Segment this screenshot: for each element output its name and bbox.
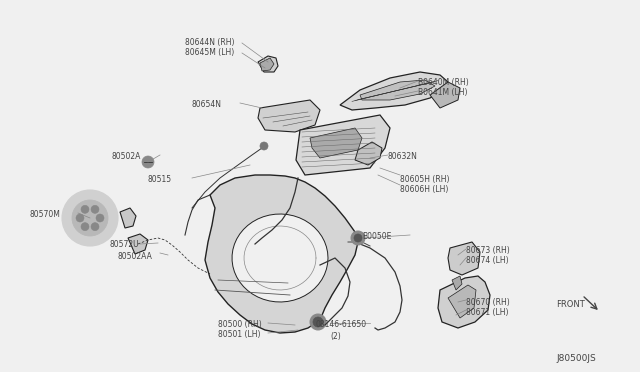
Text: 80674 (LH): 80674 (LH) (466, 256, 509, 265)
Polygon shape (355, 142, 382, 165)
Circle shape (81, 223, 89, 231)
Polygon shape (452, 276, 462, 290)
Text: B0050E: B0050E (362, 232, 392, 241)
Circle shape (72, 200, 108, 236)
Circle shape (76, 214, 84, 222)
Circle shape (354, 234, 362, 242)
Polygon shape (205, 175, 358, 333)
Polygon shape (128, 234, 148, 254)
Circle shape (91, 223, 99, 231)
Text: 80605H (RH): 80605H (RH) (400, 175, 449, 184)
Text: 80500 (RH): 80500 (RH) (218, 320, 262, 329)
Circle shape (96, 214, 104, 222)
Polygon shape (340, 72, 448, 110)
Polygon shape (296, 115, 390, 175)
Polygon shape (258, 56, 278, 72)
Circle shape (91, 205, 99, 213)
Text: J80500JS: J80500JS (556, 354, 596, 363)
Polygon shape (258, 100, 320, 132)
Text: B0641M (LH): B0641M (LH) (418, 88, 467, 97)
Circle shape (260, 142, 268, 150)
Polygon shape (120, 208, 136, 228)
Circle shape (310, 314, 326, 330)
Text: 80572U: 80572U (110, 240, 140, 249)
Polygon shape (438, 276, 490, 328)
Text: 80502A: 80502A (112, 152, 141, 161)
Text: 80632N: 80632N (388, 152, 418, 161)
Circle shape (313, 317, 323, 327)
Polygon shape (232, 214, 328, 302)
Text: 80606H (LH): 80606H (LH) (400, 185, 449, 194)
Circle shape (81, 205, 89, 213)
Text: 80570M: 80570M (30, 210, 61, 219)
Circle shape (351, 231, 365, 245)
Text: 80654N: 80654N (192, 100, 222, 109)
Polygon shape (448, 285, 476, 318)
Text: 80515: 80515 (148, 175, 172, 184)
Text: 80673 (RH): 80673 (RH) (466, 246, 509, 255)
Text: 80671 (LH): 80671 (LH) (466, 308, 509, 317)
Polygon shape (360, 80, 435, 100)
Polygon shape (310, 128, 362, 158)
Text: 80501 (LH): 80501 (LH) (218, 330, 260, 339)
Text: (2): (2) (330, 332, 340, 341)
Polygon shape (430, 82, 460, 108)
Text: 80644N (RH): 80644N (RH) (185, 38, 234, 47)
Text: 80645M (LH): 80645M (LH) (185, 48, 234, 57)
Text: 80502AA: 80502AA (118, 252, 153, 261)
Circle shape (142, 156, 154, 168)
Polygon shape (448, 242, 480, 275)
Polygon shape (260, 58, 274, 71)
Text: FRONT: FRONT (556, 300, 585, 309)
Text: 80670 (RH): 80670 (RH) (466, 298, 509, 307)
Text: 08146-61650: 08146-61650 (316, 320, 367, 329)
Text: B0640M (RH): B0640M (RH) (418, 78, 468, 87)
Circle shape (62, 190, 118, 246)
